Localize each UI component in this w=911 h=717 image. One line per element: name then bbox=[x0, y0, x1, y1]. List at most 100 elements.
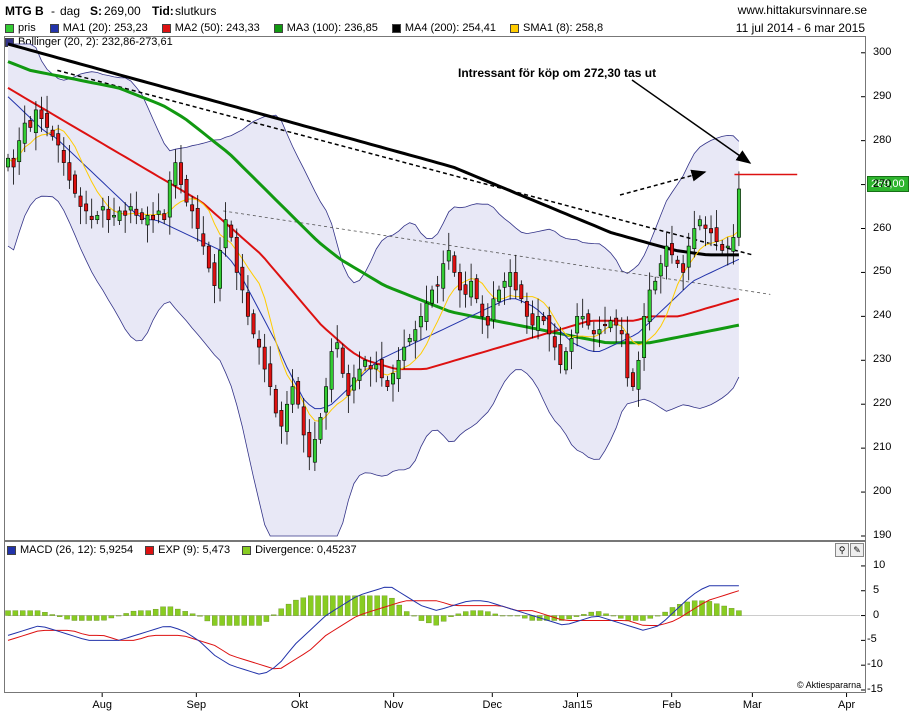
candle-body bbox=[156, 210, 161, 215]
divergence-bar bbox=[278, 608, 284, 616]
divergence-bar bbox=[108, 615, 115, 619]
divergence-bar bbox=[470, 610, 476, 616]
divergence-bar bbox=[684, 601, 690, 616]
x-axis-label: Jan15 bbox=[562, 699, 593, 711]
candle-body bbox=[100, 206, 105, 211]
price-axis-label: 210 bbox=[873, 441, 892, 454]
legend-macd-label-0: MACD (26, 12): 5,9254 bbox=[20, 544, 134, 556]
candle-body bbox=[480, 303, 485, 317]
candle-body bbox=[78, 195, 83, 207]
candle-body bbox=[396, 359, 401, 380]
candle-body bbox=[547, 315, 552, 335]
candle-body bbox=[536, 316, 541, 331]
candle-body bbox=[301, 406, 306, 436]
period-label: dag bbox=[60, 4, 81, 18]
divergence-bar bbox=[204, 615, 211, 622]
divergence-bar bbox=[101, 615, 107, 621]
candle-body bbox=[413, 329, 418, 342]
candle-body bbox=[653, 280, 658, 291]
candle-body bbox=[430, 289, 435, 304]
legend-main-swatch-3 bbox=[273, 23, 283, 33]
candle-body bbox=[285, 403, 289, 432]
candle-body bbox=[703, 224, 708, 229]
candle-body bbox=[491, 298, 496, 321]
candle-body bbox=[167, 179, 172, 218]
settings-icon[interactable]: ✎ bbox=[850, 543, 864, 557]
divergence-bar bbox=[559, 615, 565, 621]
divergence-bar bbox=[522, 615, 528, 619]
legend-macd-swatch-2 bbox=[242, 545, 252, 555]
candle-body bbox=[72, 174, 77, 194]
candle-body bbox=[530, 313, 535, 326]
candle-body bbox=[6, 157, 10, 168]
candle-body bbox=[502, 280, 507, 288]
divergence-bar bbox=[610, 615, 617, 617]
candle-body bbox=[346, 373, 351, 396]
candle-body bbox=[374, 364, 379, 370]
header-separator: - bbox=[51, 4, 55, 18]
divergence-bar bbox=[411, 615, 417, 617]
x-axis-label: Apr bbox=[837, 699, 856, 711]
candle-body bbox=[318, 417, 323, 440]
price-axis-label: 270 bbox=[873, 177, 892, 190]
divergence-bar bbox=[632, 615, 639, 621]
divergence-bar bbox=[226, 615, 233, 626]
candle-body bbox=[123, 210, 128, 216]
divergence-bar bbox=[573, 615, 580, 617]
legend-main-swatch-5 bbox=[509, 23, 519, 33]
annotation-dashed-arrow bbox=[619, 169, 707, 196]
annotation-arrow bbox=[631, 79, 752, 164]
divergence-bar bbox=[618, 615, 624, 619]
candle-body bbox=[245, 292, 250, 317]
candle-body bbox=[351, 377, 356, 391]
candle-body bbox=[162, 213, 167, 221]
zoom-icon[interactable]: ⚲ bbox=[835, 543, 849, 557]
price-axis-label: 280 bbox=[873, 133, 892, 146]
candle-body bbox=[407, 338, 412, 343]
divergence-bar bbox=[595, 611, 602, 616]
divergence-bar bbox=[736, 610, 742, 616]
last-price-tag: 269,00 bbox=[867, 176, 909, 192]
divergence-bar bbox=[677, 604, 683, 616]
legend-main-label-0: pris bbox=[18, 22, 36, 34]
macd-axis-label: 10 bbox=[873, 558, 886, 571]
candle-body bbox=[524, 301, 529, 317]
candle-body bbox=[45, 113, 50, 128]
bollinger-band-fill bbox=[8, 44, 739, 536]
candle-body bbox=[597, 329, 602, 335]
candle-body bbox=[279, 410, 284, 427]
candle-body bbox=[112, 215, 116, 218]
price-axis-label: 250 bbox=[873, 265, 892, 278]
candle-body bbox=[17, 140, 22, 163]
copyright-text: © Aktiespararna bbox=[797, 680, 862, 690]
candle-body bbox=[642, 316, 647, 358]
divergence-bar bbox=[285, 603, 292, 616]
divergence-bar bbox=[389, 597, 395, 616]
candle-body bbox=[268, 363, 273, 387]
divergence-bar bbox=[499, 615, 506, 617]
divergence-bar bbox=[381, 595, 388, 616]
divergence-bar bbox=[27, 610, 33, 616]
x-axis-label: Sep bbox=[186, 699, 207, 711]
divergence-bar bbox=[647, 615, 654, 619]
divergence-bar bbox=[433, 615, 439, 626]
divergence-bar bbox=[167, 606, 174, 616]
price-axis-label: 240 bbox=[873, 309, 892, 322]
candle-body bbox=[117, 210, 122, 221]
candle-body bbox=[670, 243, 674, 256]
candle-body bbox=[485, 316, 490, 326]
candle-body bbox=[184, 179, 189, 203]
divergence-bar bbox=[175, 608, 181, 616]
divergence-bar bbox=[477, 610, 484, 616]
candle-body bbox=[474, 278, 479, 300]
divergence-bar bbox=[248, 615, 255, 626]
candle-body bbox=[608, 320, 613, 329]
x-axis-label: Aug bbox=[92, 699, 112, 711]
divergence-bar bbox=[116, 615, 122, 617]
candle-body bbox=[139, 212, 144, 221]
candle-body bbox=[385, 380, 390, 387]
candle-body bbox=[312, 439, 317, 463]
divergence-bar bbox=[448, 615, 454, 617]
legend-main-label-4: MA4 (200): 254,41 bbox=[404, 22, 496, 34]
divergence-bar bbox=[212, 615, 218, 626]
